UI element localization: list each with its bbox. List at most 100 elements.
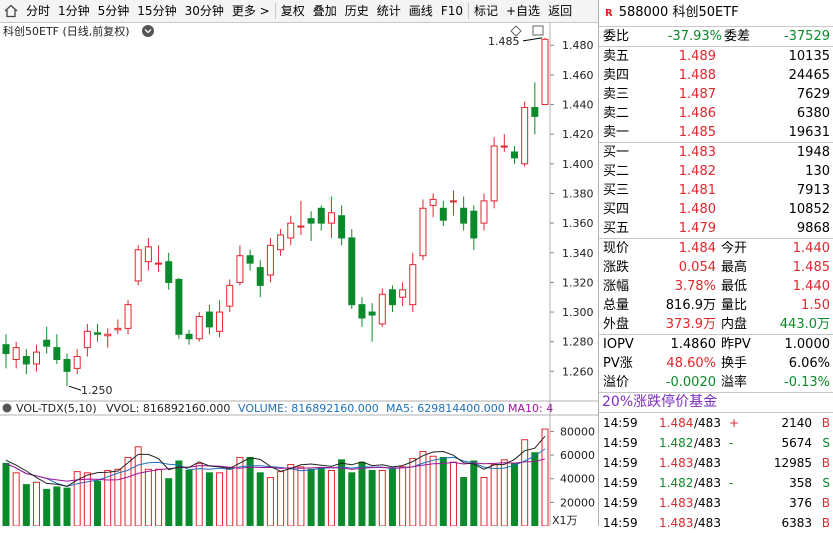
vol-ma5-line [5, 448, 546, 487]
y-tick-label: 1.260 [562, 365, 594, 378]
min-arrow [68, 385, 82, 391]
tick-price: 1.483 [659, 516, 694, 530]
tick-side: B [821, 516, 830, 530]
y-tick-label: 1.400 [562, 158, 594, 171]
weibi-row: 委比 -37.93% 委差 -37529 [599, 27, 833, 46]
buy-row: 买五 1.479 9868 [599, 219, 833, 238]
iopv-block: IOPV 1.4860 昨PV 1.0000 PV涨 48.60% 换手 6.06% 溢价 -0.… [599, 334, 833, 392]
tick-side: B [821, 416, 830, 430]
candle-body-down [388, 289, 396, 306]
volume-bar-down [368, 469, 376, 526]
toolbar-button-10[interactable]: 画线 [408, 4, 433, 18]
order-qty: 19631 [788, 125, 830, 140]
diamond-icon [510, 25, 522, 37]
candle-body-down [531, 106, 539, 117]
toolbar-button-4[interactable]: 30分钟 [184, 4, 224, 18]
tick-sign: - [729, 476, 734, 490]
order-level-label: 买二 [603, 164, 630, 179]
vol-tick-label: 40000 [560, 473, 595, 486]
stat-label: 最高 [721, 260, 748, 275]
toolbar-button-2[interactable]: 5分钟 [97, 4, 130, 18]
iopv-row: IOPV 1.4860 昨PV 1.0000 [599, 335, 833, 354]
sell-book: 卖五 1.489 10135 卖四 1.488 24465 卖三 1.487 7629 卖二 1.4… [599, 46, 833, 142]
y-tick-label: 1.380 [562, 187, 594, 200]
tick-row: 14:59 1.483/483 6383 B [599, 513, 833, 533]
toolbar-button-3[interactable]: 15分钟 [137, 4, 177, 18]
stat-row: 现价 1.484 今开 1.440 [599, 239, 833, 258]
order-price: 1.489 [678, 49, 716, 64]
tick-side: B [821, 496, 830, 510]
toolbar-button-9[interactable]: 统计 [376, 4, 401, 18]
order-qty: 10135 [788, 49, 830, 64]
order-price: 1.488 [678, 68, 716, 83]
volume-bar-up [541, 428, 549, 526]
y-tick-label: 1.420 [562, 128, 594, 141]
quote-header: R 588000 科创50ETF [599, 0, 833, 27]
toolbar-button-5[interactable]: 更多 > [231, 4, 270, 18]
toolbar-button-12[interactable]: 标记 [473, 4, 498, 18]
candle-body-up [226, 284, 234, 307]
volume-bar-up [236, 456, 244, 526]
volume-bar-down [165, 478, 173, 526]
iopv-value: 1.4860 [670, 337, 717, 352]
tick-row: 14:59 1.482/483- 358 S [599, 473, 833, 493]
volume-bar-up [226, 467, 234, 526]
iopv-label: 溢率 [721, 375, 748, 390]
volume-bar-up [399, 466, 407, 526]
volume-bar-down [317, 467, 325, 526]
toolbar-button-6[interactable]: 复权 [280, 4, 305, 18]
toolbar-button-14[interactable]: 返回 [548, 4, 573, 18]
toolbar-button-7[interactable]: 叠加 [312, 4, 337, 18]
order-level-label: 买一 [603, 145, 630, 160]
volume-bar-up [480, 477, 488, 526]
tick-price-ref: /483 [694, 516, 721, 530]
vol-unit-label: X1万 [552, 514, 578, 526]
candle-body-down [175, 278, 183, 335]
candle-body-up [541, 38, 549, 106]
toolbar-button-0[interactable]: 分时 [26, 4, 51, 18]
toolbar-button-1[interactable]: 1分钟 [58, 4, 90, 18]
candle-body-down [43, 339, 51, 347]
order-price: 1.487 [678, 87, 716, 102]
iopv-label: 溢价 [603, 375, 630, 390]
order-level-label: 卖五 [603, 49, 630, 64]
order-price: 1.485 [678, 125, 716, 140]
weicha-value: -37529 [783, 29, 830, 44]
indicator-label: VOL-TDX(5,10) [16, 402, 97, 415]
volume-bar-down [63, 487, 71, 526]
volume-bar-up [104, 469, 112, 526]
toolbar-button-8[interactable]: 历史 [344, 4, 369, 18]
tick-sign: + [729, 416, 740, 430]
buy-row: 买二 1.482 130 [599, 162, 833, 181]
tick-price: 1.482 [659, 436, 694, 450]
price-chart[interactable]: 科创50ETF (日线,前复权) 1.480 1.460 1.440 1.420 1.40… [0, 23, 598, 526]
order-price: 1.480 [678, 202, 716, 217]
toolbar-button-13[interactable]: +自选 [506, 4, 541, 18]
tick-time: 14:59 [603, 416, 638, 430]
candle-body-down [317, 207, 325, 224]
candle-body-up [378, 293, 386, 325]
home-icon[interactable] [4, 4, 18, 18]
tick-qty: 358 [789, 476, 812, 490]
volume-bar-up [144, 468, 152, 526]
tick-price-ref: /483 [694, 416, 721, 430]
stat-row: 涨跌 0.054 最高 1.485 [599, 258, 833, 277]
order-price: 1.483 [678, 145, 716, 160]
tick-qty: 376 [789, 496, 812, 510]
order-qty: 24465 [788, 68, 830, 83]
candle-body-down [63, 358, 71, 372]
candle-body-down [307, 218, 315, 224]
vol-ma10-line [5, 458, 546, 482]
tick-qty: 2140 [781, 416, 812, 430]
min-label: 1.250 [81, 384, 113, 397]
stat-label: 量比 [721, 298, 748, 313]
candle-body-up [12, 347, 20, 360]
toolbar-button-11[interactable]: F10 [440, 4, 463, 18]
candle-body-up [480, 200, 488, 224]
stat-label: 外盘 [603, 317, 630, 332]
vol-tick-label: 20000 [560, 496, 595, 509]
title-dropdown-icon[interactable] [142, 25, 154, 37]
chart-toolbar: 分时 1分钟 5分钟 15分钟 30分钟 更多 > 复权 叠加 历史 统计 画线 F10 标记 +自选 返回 [0, 0, 598, 23]
iopv-row: 溢价 -0.0020 溢率 -0.13% [599, 373, 833, 392]
tick-row: 14:59 1.484/483 +2140 B [599, 413, 833, 433]
